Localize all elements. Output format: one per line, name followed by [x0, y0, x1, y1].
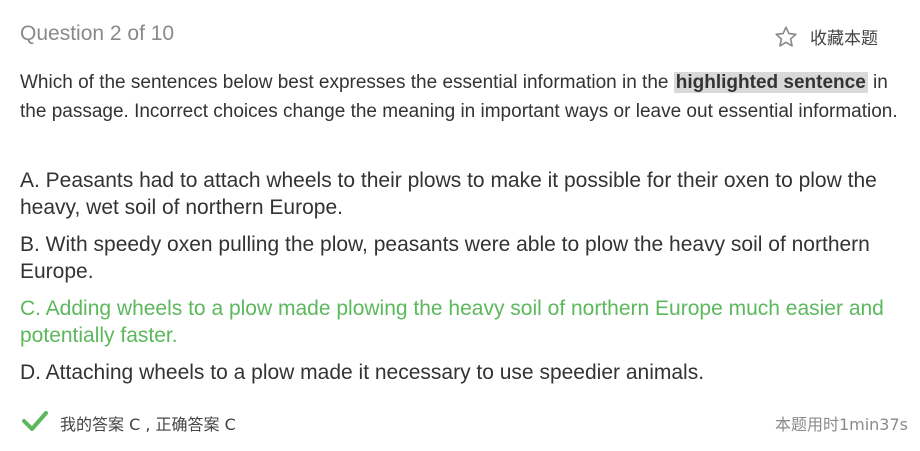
- time-spent: 本题用时1min37s: [774, 415, 908, 434]
- option-a[interactable]: A. Peasants had to attach wheels to thei…: [20, 169, 877, 219]
- favorite-button[interactable]: 收藏本题: [774, 24, 878, 49]
- question-header: Question 2 of 10 收藏本题: [20, 0, 910, 70]
- highlighted-sentence-label: highlighted sentence: [673, 72, 868, 93]
- favorite-label: 收藏本题: [810, 29, 878, 49]
- stem-text-before: Which of the sentences below best expres…: [20, 72, 674, 93]
- stem-text-after: in the passage. Incorrect choices change…: [20, 72, 898, 122]
- option-b[interactable]: B. With speedy oxen pulling the plow, pe…: [20, 233, 870, 283]
- option-c[interactable]: C. Adding wheels to a plow made plowing …: [20, 297, 884, 347]
- question-counter: Question 2 of 10: [20, 22, 175, 45]
- answer-summary: 我的答案 C , 正确答案 C: [60, 415, 236, 434]
- answer-options: A. Peasants had to attach wheels to thei…: [20, 167, 905, 396]
- check-icon: [22, 410, 48, 432]
- option-d[interactable]: D. Attaching wheels to a plow made it ne…: [20, 361, 705, 384]
- star-outline-icon: [774, 25, 798, 49]
- result-footer: 我的答案 C , 正确答案 C 本题用时1min37s: [20, 406, 908, 436]
- question-stem: Which of the sentences below best expres…: [20, 68, 910, 126]
